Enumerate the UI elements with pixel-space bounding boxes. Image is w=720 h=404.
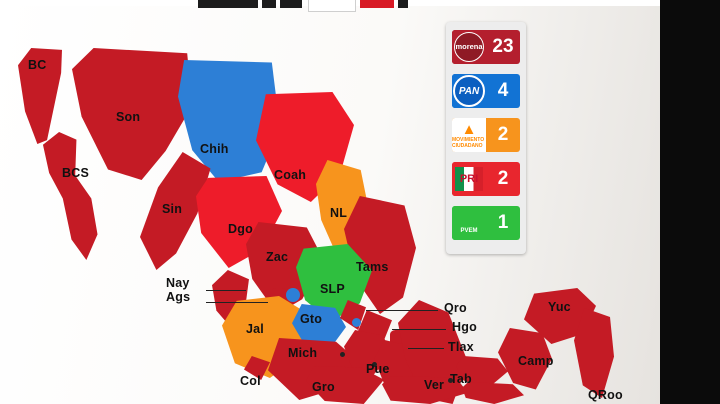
label-gto: Gto xyxy=(300,312,323,326)
pvem-icon-label: PVEM xyxy=(460,228,478,234)
label-nay: Nay xyxy=(166,276,190,290)
label-gro: Gro xyxy=(312,380,335,394)
pri-seats: 2 xyxy=(497,168,509,189)
pan-icon-label: PAN xyxy=(458,85,480,97)
pri-icon: PRI xyxy=(455,167,483,191)
marker-dot-1 xyxy=(340,352,345,357)
morena-badge: morena xyxy=(452,30,486,64)
label-chih: Chih xyxy=(200,142,229,156)
label-col: Col xyxy=(240,374,261,388)
pri-icon-label: PRI xyxy=(459,173,479,185)
leader-ags xyxy=(206,302,268,303)
masthead-fragment xyxy=(198,0,468,16)
pri-badge: PRI xyxy=(452,162,486,196)
leader-qro xyxy=(366,310,438,311)
label-qroo: QRoo xyxy=(588,388,623,402)
label-bc: BC xyxy=(28,58,47,72)
mc-badge: ▲ MOVIMIENTO CIUDADANO xyxy=(452,118,486,152)
label-ver: Ver xyxy=(424,378,445,392)
label-coah: Coah xyxy=(274,168,307,182)
label-zac: Zac xyxy=(266,250,289,264)
mc-icon-label: MOVIMIENTO CIUDADANO xyxy=(452,136,485,149)
legend-row-mc[interactable]: ▲ MOVIMIENTO CIUDADANO 2 xyxy=(452,118,520,152)
pvem-seats: 1 xyxy=(497,212,509,233)
label-son: Son xyxy=(116,110,141,124)
state-bcs[interactable] xyxy=(42,132,98,260)
label-yuc: Yuc xyxy=(548,300,571,314)
label-slp: SLP xyxy=(320,282,345,296)
label-ags: Ags xyxy=(166,290,191,304)
leader-hgo xyxy=(392,329,446,330)
legend-row-pan[interactable]: PAN 4 xyxy=(452,74,520,108)
leader-nay xyxy=(206,290,246,291)
marker-dot-2 xyxy=(372,362,377,367)
label-dgo: Dgo xyxy=(228,222,253,236)
label-tams: Tams xyxy=(356,260,389,274)
pan-seats: 4 xyxy=(497,80,509,101)
mexico-election-map: BC BCS Son Chih Sin Dgo Coah NL Zac Tams… xyxy=(18,48,623,404)
label-tlax: Tlax xyxy=(448,340,474,354)
pvem-badge: PVEM xyxy=(452,206,486,240)
morena-icon-label: morena xyxy=(455,42,483,52)
legend-row-morena[interactable]: morena 23 xyxy=(452,30,520,64)
label-hgo: Hgo xyxy=(452,320,477,334)
leader-tlax xyxy=(408,348,444,349)
label-sin: Sin xyxy=(162,202,183,216)
morena-seats: 23 xyxy=(492,36,514,57)
label-nl: NL xyxy=(330,206,348,220)
label-mich: Mich xyxy=(288,346,318,360)
label-camp: Camp xyxy=(518,354,554,368)
mc-seats: 2 xyxy=(497,124,509,145)
label-jal: Jal xyxy=(246,322,264,336)
marker-small-blue xyxy=(352,318,361,327)
legend-row-pvem[interactable]: PVEM 1 xyxy=(452,206,520,240)
legend-panel: morena 23 PAN 4 ▲ MOVIMIENTO CIUDADANO 2 xyxy=(446,22,526,254)
label-bcs: BCS xyxy=(62,166,89,180)
label-pue: Pue xyxy=(366,362,390,376)
legend-row-pri[interactable]: PRI 2 xyxy=(452,162,520,196)
mc-bird-icon: ▲ xyxy=(461,120,477,138)
morena-icon: morena xyxy=(454,32,484,62)
pvem-icon: PVEM xyxy=(455,212,483,234)
pan-icon: PAN xyxy=(453,75,485,107)
marker-cdmx xyxy=(286,288,300,302)
label-tab: Tab xyxy=(450,372,472,386)
marker-dot-3 xyxy=(448,378,453,383)
state-chis[interactable] xyxy=(462,382,524,404)
label-qro: Qro xyxy=(444,301,467,315)
pan-badge: PAN xyxy=(452,74,486,108)
right-dark-edge xyxy=(660,0,720,404)
